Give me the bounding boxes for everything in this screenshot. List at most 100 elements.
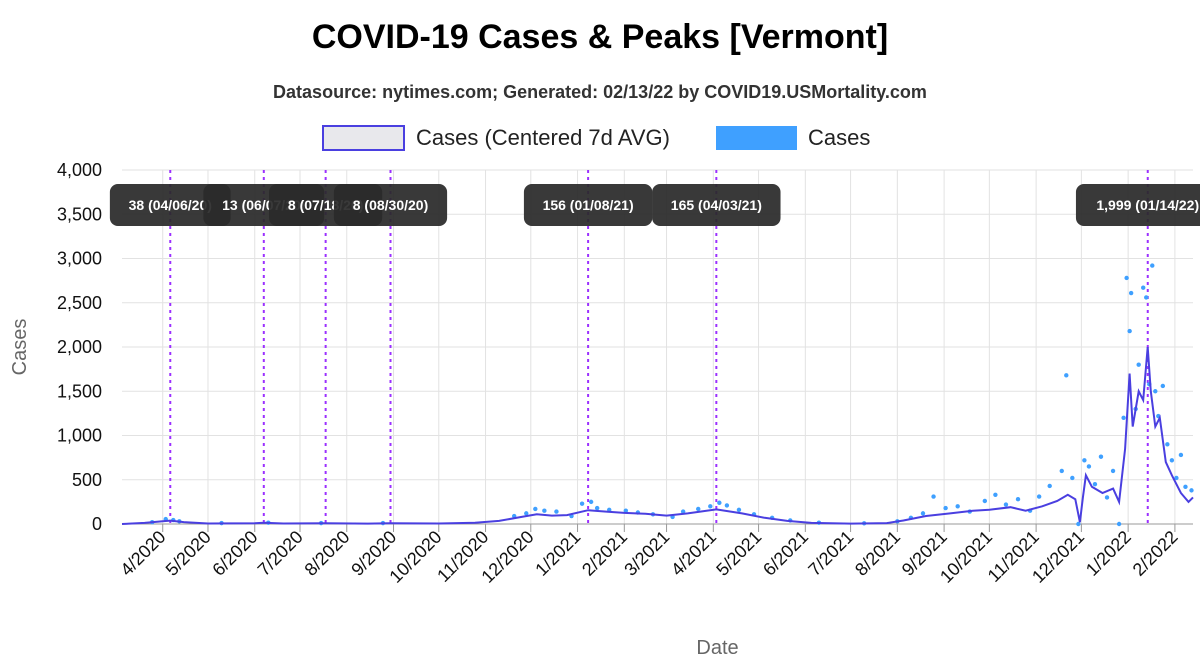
- case-point: [1169, 458, 1175, 463]
- case-point: [1064, 373, 1069, 378]
- y-tick-label: 500: [72, 470, 102, 490]
- y-tick-label: 0: [92, 514, 102, 534]
- case-point: [579, 501, 585, 506]
- case-point: [1165, 442, 1170, 447]
- case-point: [1082, 458, 1087, 463]
- y-tick-label: 1,500: [57, 381, 102, 401]
- case-point: [1183, 484, 1188, 490]
- x-tick-label: 7/2020: [254, 527, 307, 580]
- x-tick-label: 1/2022: [1082, 527, 1135, 580]
- y-tick-label: 2,500: [57, 293, 102, 313]
- case-point: [1121, 415, 1126, 420]
- case-point: [1124, 275, 1129, 281]
- peak-label-text: 1,999 (01/14/22): [1096, 197, 1199, 213]
- case-point: [594, 505, 600, 511]
- legend-label-cases: Cases: [808, 125, 870, 150]
- legend-swatch-cases: [716, 126, 797, 150]
- x-tick-label: 8/2021: [851, 527, 904, 580]
- legend-label-avg: Cases (Centered 7d AVG): [416, 125, 670, 150]
- case-point: [955, 504, 960, 509]
- peak-label-text: 165 (04/03/21): [671, 197, 762, 213]
- y-tick-label: 2,000: [57, 337, 102, 357]
- x-tick-label: 2/2022: [1129, 527, 1182, 580]
- case-point: [623, 508, 629, 513]
- y-axis-title: Cases: [9, 319, 31, 376]
- x-tick-label: 6/2020: [208, 527, 261, 580]
- case-point: [1036, 494, 1042, 499]
- peak-label-text: 156 (01/08/21): [543, 197, 634, 213]
- y-tick-label: 1,000: [57, 426, 102, 446]
- case-point: [524, 511, 529, 516]
- y-tick-label: 3,000: [57, 249, 102, 269]
- y-tick-label: 3,500: [57, 204, 102, 224]
- x-tick-label: 4/2020: [116, 527, 169, 580]
- case-point: [554, 509, 559, 514]
- case-point: [708, 504, 713, 509]
- peak-label: 1,999 (01/14/22): [1075, 184, 1200, 226]
- x-tick-label: 7/2021: [804, 527, 857, 580]
- peak-label-box: [1075, 184, 1200, 226]
- x-tick-label: 5/2020: [162, 527, 215, 580]
- peak-label-text: 38 (04/06/20): [129, 197, 212, 213]
- case-point: [533, 506, 538, 512]
- case-point: [943, 505, 948, 511]
- case-point: [1047, 483, 1052, 489]
- case-point: [920, 511, 926, 516]
- case-point: [1189, 488, 1194, 493]
- y-tick-label: 4,000: [57, 160, 102, 180]
- case-point: [1116, 521, 1122, 527]
- chart-subtitle: Datasource: nytimes.com; Generated: 02/1…: [273, 82, 927, 102]
- peak-label-box: [652, 184, 781, 226]
- x-tick-label: 5/2021: [712, 527, 765, 580]
- legend-swatch-avg: [322, 125, 405, 151]
- case-point: [1141, 285, 1146, 290]
- case-point: [931, 494, 936, 499]
- case-point: [993, 492, 998, 497]
- peak-label-box: [109, 184, 231, 226]
- x-tick-label: 4/2021: [667, 527, 720, 580]
- case-point: [1150, 263, 1155, 268]
- case-point: [680, 509, 686, 514]
- case-point: [542, 508, 547, 513]
- case-point: [588, 499, 594, 505]
- peak-label: 165 (04/03/21): [652, 184, 781, 226]
- case-point: [736, 507, 742, 513]
- peak-label: 156 (01/08/21): [523, 184, 653, 226]
- x-tick-label: 8/2020: [301, 527, 354, 580]
- case-point: [1110, 468, 1116, 474]
- case-point: [1128, 290, 1134, 296]
- peak-label-box: [333, 184, 448, 226]
- case-point: [696, 506, 701, 512]
- case-point: [1076, 521, 1081, 527]
- case-point: [1104, 495, 1110, 500]
- peak-label: 8 (08/30/20): [333, 184, 448, 226]
- case-point: [717, 500, 722, 505]
- peak-label-text: 8 (08/30/20): [353, 197, 429, 213]
- case-point: [1092, 481, 1098, 487]
- case-point: [1136, 362, 1141, 367]
- peak-label-box: [523, 184, 653, 226]
- case-point: [1003, 502, 1009, 507]
- case-point: [1160, 383, 1166, 389]
- avg-line: [121, 347, 1194, 525]
- x-tick-label: 1/2021: [531, 527, 584, 580]
- case-point: [1127, 328, 1132, 334]
- x-axis-title: Date: [696, 637, 738, 659]
- case-point: [1059, 468, 1064, 474]
- case-point: [1070, 475, 1075, 481]
- peak-label: 38 (04/06/20): [109, 184, 231, 226]
- x-tick-label: 2/2021: [578, 527, 631, 580]
- case-point: [1153, 389, 1158, 394]
- case-point: [1098, 454, 1104, 459]
- chart-title: COVID-19 Cases & Peaks [Vermont]: [311, 18, 889, 56]
- case-point: [1015, 497, 1021, 502]
- case-point: [1174, 475, 1179, 481]
- case-point: [1144, 295, 1149, 300]
- case-point: [1086, 464, 1092, 469]
- case-point: [724, 503, 730, 508]
- x-tick-label: 6/2021: [759, 527, 812, 580]
- x-tick-label: 3/2021: [620, 527, 673, 580]
- case-point: [1178, 452, 1184, 458]
